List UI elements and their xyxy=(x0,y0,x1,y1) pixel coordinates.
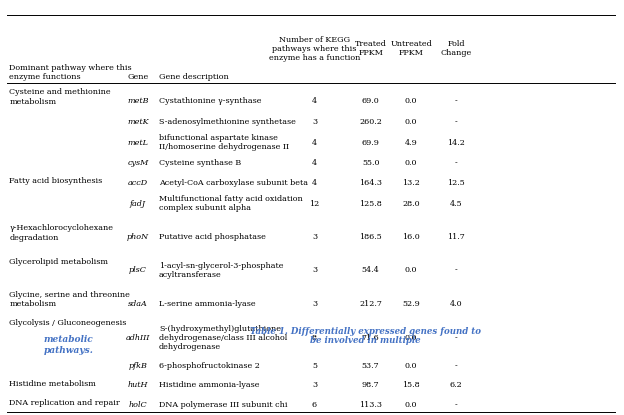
Text: 6: 6 xyxy=(312,401,317,409)
Text: 3: 3 xyxy=(312,266,317,274)
Text: -: - xyxy=(455,401,457,409)
Text: Multifunctional fatty acid oxidation
complex subunit alpha: Multifunctional fatty acid oxidation com… xyxy=(159,195,303,212)
Text: 164.3: 164.3 xyxy=(359,179,382,187)
Text: -: - xyxy=(455,266,457,274)
Text: 12.5: 12.5 xyxy=(447,179,465,187)
Text: Table 1. Differentially expressed genes found to: Table 1. Differentially expressed genes … xyxy=(250,327,480,336)
Text: 53.7: 53.7 xyxy=(362,362,379,370)
Text: 52.9: 52.9 xyxy=(402,300,420,308)
Text: 260.2: 260.2 xyxy=(359,118,382,126)
Text: adhIII: adhIII xyxy=(125,334,150,342)
Text: γ-Hexachlorocyclohexane
degradation: γ-Hexachlorocyclohexane degradation xyxy=(9,225,114,242)
Text: 212.7: 212.7 xyxy=(359,300,382,308)
Text: 186.5: 186.5 xyxy=(359,233,382,241)
Text: Fatty acid biosynthesis: Fatty acid biosynthesis xyxy=(9,177,102,185)
Text: Gene: Gene xyxy=(127,73,149,81)
Text: 0.0: 0.0 xyxy=(405,362,417,370)
Text: 1-acyl-sn-glycerol-3-phosphate
acyltransferase: 1-acyl-sn-glycerol-3-phosphate acyltrans… xyxy=(159,261,284,279)
Text: Dominant pathway where this
enzyme functions: Dominant pathway where this enzyme funct… xyxy=(9,64,132,81)
Text: Cysteine and methionine
metabolism: Cysteine and methionine metabolism xyxy=(9,88,111,105)
Text: DNA replication and repair: DNA replication and repair xyxy=(9,399,120,407)
Text: metB: metB xyxy=(127,97,149,105)
Text: 54.4: 54.4 xyxy=(362,266,379,274)
Text: fadJ: fadJ xyxy=(130,200,146,208)
Text: 4: 4 xyxy=(312,97,317,105)
Text: -: - xyxy=(455,97,457,105)
Text: Gene description: Gene description xyxy=(159,73,229,81)
Text: 98.7: 98.7 xyxy=(362,381,379,389)
Text: 3: 3 xyxy=(312,300,317,308)
Text: be involved in multiple: be involved in multiple xyxy=(310,336,421,345)
Text: cysM: cysM xyxy=(127,159,149,167)
Text: Putative acid phosphatase: Putative acid phosphatase xyxy=(159,233,266,241)
Text: 0.0: 0.0 xyxy=(405,97,417,105)
Text: 12: 12 xyxy=(310,200,319,208)
Text: 13.2: 13.2 xyxy=(402,179,420,187)
Text: 6.2: 6.2 xyxy=(450,381,462,389)
Text: 6-phosphofructokinase 2: 6-phosphofructokinase 2 xyxy=(159,362,260,370)
Text: S-adenosylmethionine synthetase: S-adenosylmethionine synthetase xyxy=(159,118,296,126)
Text: metL: metL xyxy=(127,139,149,146)
Text: 0.0: 0.0 xyxy=(405,159,417,167)
Text: Glycine, serine and threonine
metabolism: Glycine, serine and threonine metabolism xyxy=(9,291,130,308)
Text: Cystathionine γ-synthase: Cystathionine γ-synthase xyxy=(159,97,261,105)
Text: 3: 3 xyxy=(312,118,317,126)
Text: 0.0: 0.0 xyxy=(405,401,417,409)
Text: accD: accD xyxy=(128,179,148,187)
Text: 11.7: 11.7 xyxy=(447,233,465,241)
Text: 3: 3 xyxy=(312,233,317,241)
Text: 69.9: 69.9 xyxy=(362,139,379,146)
Text: 4: 4 xyxy=(312,139,317,146)
Text: -: - xyxy=(455,118,457,126)
Text: pfkB: pfkB xyxy=(129,362,147,370)
Text: 28.0: 28.0 xyxy=(402,200,420,208)
Text: -: - xyxy=(455,362,457,370)
Text: 4.9: 4.9 xyxy=(405,139,417,146)
Text: 0.0: 0.0 xyxy=(405,334,417,342)
Text: phoN: phoN xyxy=(127,233,149,241)
Text: Number of KEGG
pathways where this
enzyme has a function: Number of KEGG pathways where this enzym… xyxy=(269,36,360,62)
Text: 4: 4 xyxy=(312,159,317,167)
Text: 14.2: 14.2 xyxy=(447,139,465,146)
Text: -: - xyxy=(455,159,457,167)
Text: metK: metK xyxy=(127,118,149,126)
Text: 5: 5 xyxy=(312,362,317,370)
Text: Treated
FPKM: Treated FPKM xyxy=(354,40,387,57)
Text: 15.8: 15.8 xyxy=(402,381,420,389)
Text: -: - xyxy=(455,334,457,342)
Text: 113.3: 113.3 xyxy=(359,401,382,409)
Text: plsC: plsC xyxy=(129,266,147,274)
Text: Untreated
FPKM: Untreated FPKM xyxy=(391,40,432,57)
Text: Acetyl-CoA carboxylase subunit beta: Acetyl-CoA carboxylase subunit beta xyxy=(159,179,308,187)
Text: Fold
Change: Fold Change xyxy=(441,40,472,57)
Text: sdaA: sdaA xyxy=(128,300,148,308)
Text: Histidine ammonia-lyase: Histidine ammonia-lyase xyxy=(159,381,260,389)
Text: bifunctional aspartate kinase
II/homoserine dehydrogenase II: bifunctional aspartate kinase II/homoser… xyxy=(159,134,290,151)
Text: holC: holC xyxy=(129,401,147,409)
Text: Histidine metabolism: Histidine metabolism xyxy=(9,380,96,388)
Text: 0.0: 0.0 xyxy=(405,266,417,274)
Text: 55.0: 55.0 xyxy=(362,159,379,167)
Text: 71.6: 71.6 xyxy=(362,334,379,342)
Text: 4.5: 4.5 xyxy=(450,200,462,208)
Text: 4: 4 xyxy=(312,179,317,187)
Text: 0.0: 0.0 xyxy=(405,118,417,126)
Text: Glycolysis / Gluconeogenesis: Glycolysis / Gluconeogenesis xyxy=(9,319,127,327)
Text: 8: 8 xyxy=(312,334,317,342)
Text: Glycerolipid metabolism: Glycerolipid metabolism xyxy=(9,258,109,266)
Text: 125.8: 125.8 xyxy=(359,200,382,208)
Text: metabolic
pathways.: metabolic pathways. xyxy=(44,335,94,355)
Text: DNA polymerase III subunit chi: DNA polymerase III subunit chi xyxy=(159,401,288,409)
Text: 69.0: 69.0 xyxy=(362,97,379,105)
Text: S-(hydroxymethyl)glutathione
dehydrogenase/class III alcohol
dehydrogenase: S-(hydroxymethyl)glutathione dehydrogena… xyxy=(159,325,288,352)
Text: Cysteine synthase B: Cysteine synthase B xyxy=(159,159,241,167)
Text: 4.0: 4.0 xyxy=(450,300,462,308)
Text: L-serine ammonia-lyase: L-serine ammonia-lyase xyxy=(159,300,256,308)
Text: 16.0: 16.0 xyxy=(402,233,420,241)
Text: 3: 3 xyxy=(312,381,317,389)
Text: hutH: hutH xyxy=(128,381,148,389)
